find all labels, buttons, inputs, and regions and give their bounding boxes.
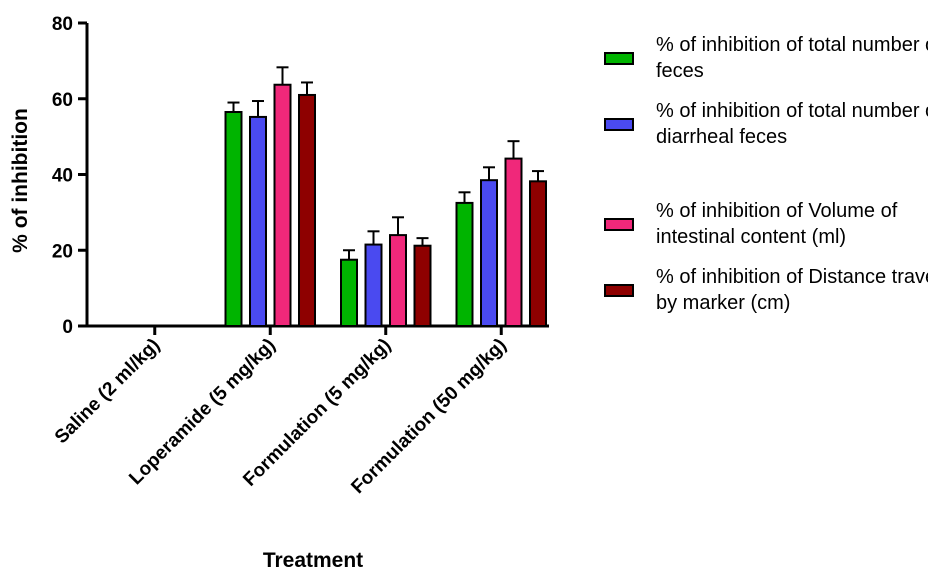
bar <box>504 157 523 327</box>
bar <box>480 179 498 327</box>
legend-swatch <box>604 218 634 231</box>
legend-entry: % of inhibition of total number of feces <box>604 32 928 84</box>
legend-label: % of inhibition of total number of diarr… <box>656 100 928 148</box>
bar <box>364 243 383 328</box>
legend-swatch <box>604 52 634 65</box>
y-tick-label: 20 <box>52 241 73 262</box>
x-axis-title: Treatment <box>263 549 363 570</box>
bar-chart: 0 20 40 60 80 % of inhibition Treatment Saline … <box>9 14 549 570</box>
bar <box>298 93 316 328</box>
legend-entry: % of inhibition of total number of diarr… <box>604 98 928 150</box>
legend-entry: % of inhibition of Volume of intestinal … <box>604 198 928 250</box>
y-tick-label: 60 <box>52 90 73 111</box>
legend-label: % of inhibition of Volume of intestinal … <box>656 200 898 248</box>
legend-label: % of inhibition of total number of feces <box>656 34 928 82</box>
bar <box>340 258 358 327</box>
y-tick-label: 80 <box>52 14 73 35</box>
bar <box>249 115 267 328</box>
chart-marks: 0 20 40 60 80 % of inhibition Treatment Saline … <box>9 14 549 570</box>
legend-swatch <box>604 118 634 131</box>
bar <box>413 244 432 327</box>
x-tick-label: Saline (2 ml/kg) <box>51 335 164 448</box>
bar <box>273 83 292 327</box>
y-axis-title: % of inhibition <box>9 108 32 253</box>
bar <box>455 201 474 327</box>
y-tick-label: 40 <box>52 166 73 187</box>
legend-entry: % of inhibition of Distance travelled by… <box>604 264 928 316</box>
legend-label: % of inhibition of Distance travelled by… <box>656 266 928 314</box>
legend-swatch <box>604 284 634 297</box>
bar <box>529 180 547 327</box>
y-tick-label: 0 <box>62 317 73 338</box>
bar <box>389 234 407 328</box>
bar <box>224 111 243 327</box>
